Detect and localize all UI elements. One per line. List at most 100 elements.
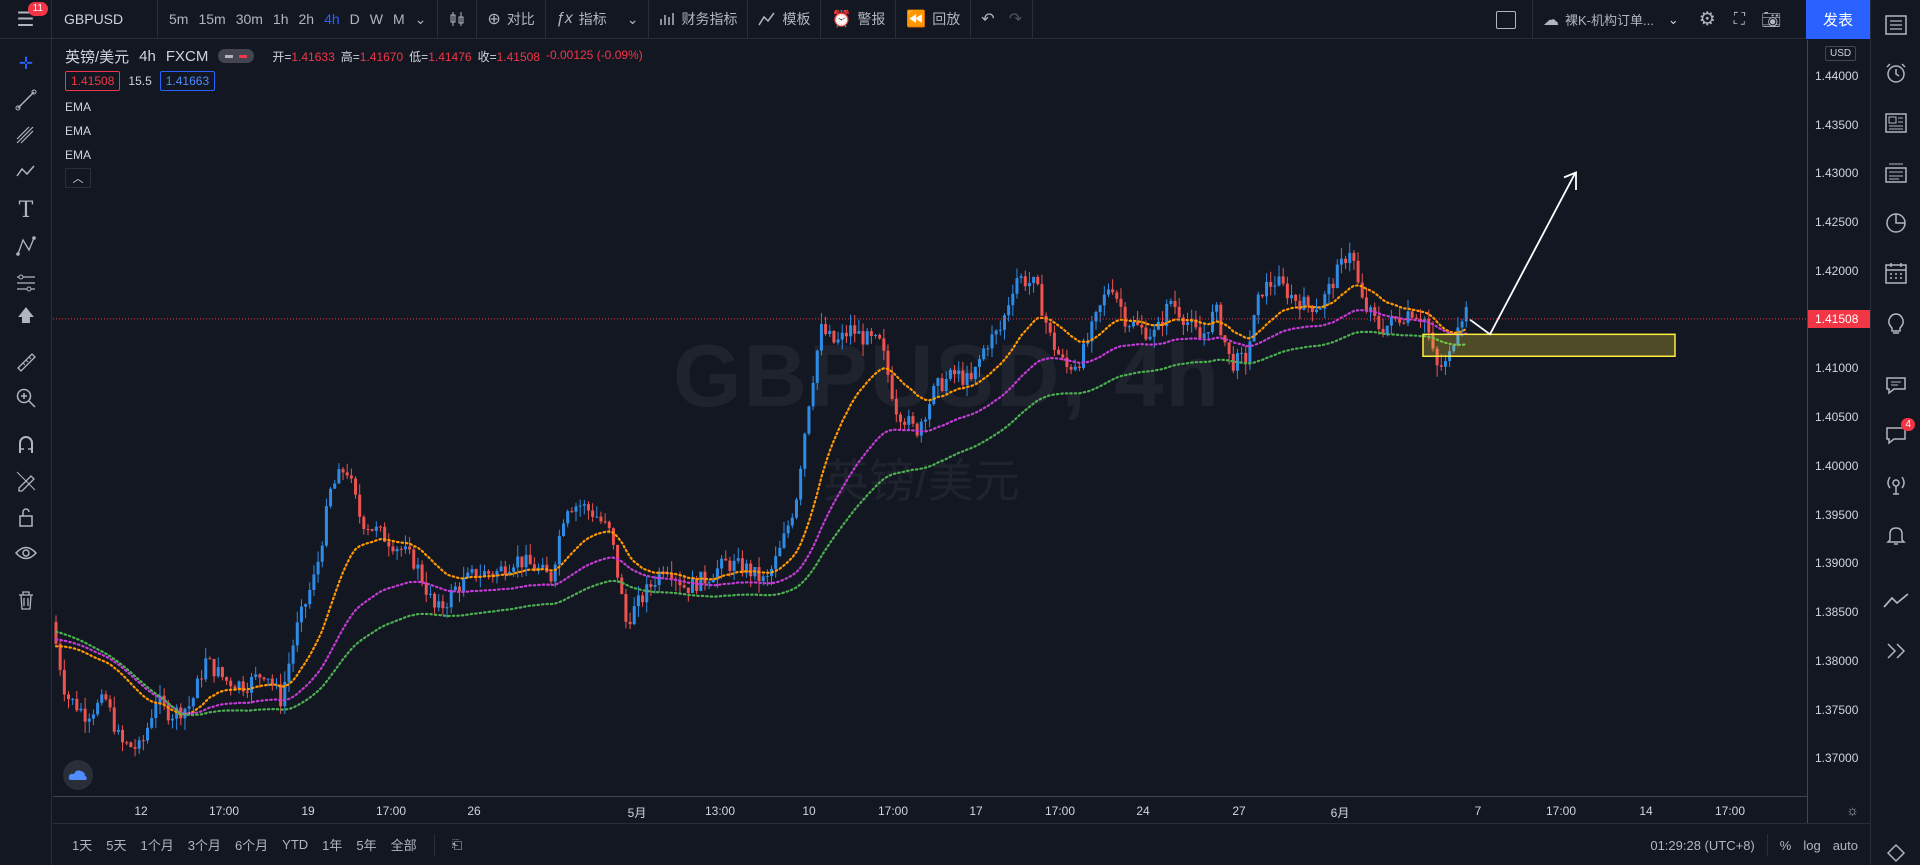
collapse-legend-button[interactable]: ︿ [65, 168, 91, 188]
candle-body [316, 561, 320, 575]
magnet-icon[interactable] [12, 431, 40, 459]
candle-body [699, 571, 703, 591]
range-1m[interactable]: 1个月 [140, 838, 174, 853]
currency-label[interactable]: USD [1825, 46, 1857, 61]
depth-icon[interactable] [1881, 636, 1911, 666]
watchlist-icon[interactable] [1881, 10, 1911, 40]
ruler-icon[interactable] [12, 348, 40, 376]
hotlist-icon[interactable] [1881, 208, 1911, 238]
range-ytd[interactable]: YTD [282, 837, 309, 852]
candle-body [1177, 306, 1181, 318]
trading-panel-icon[interactable] [1881, 586, 1911, 616]
candle-body [1165, 303, 1169, 327]
range-1y[interactable]: 1年 [322, 838, 343, 853]
timeframe-d[interactable]: D [349, 11, 360, 27]
layout-name: 裸K-机构订单... [1565, 13, 1654, 28]
candle-body [1082, 343, 1086, 368]
range-6m[interactable]: 6个月 [234, 838, 269, 853]
chart-pane[interactable]: GBPUSD, 4h 英镑/美元 英镑/美元 4h FXCM 开=1.41633… [53, 40, 1807, 823]
notification-bell-icon[interactable] [1881, 520, 1911, 550]
layout-square-icon[interactable] [1496, 10, 1516, 29]
camera-icon[interactable]: 📷︎ [1761, 11, 1782, 29]
candle-body [458, 586, 462, 592]
goto-date-icon[interactable]: ⎗ [451, 836, 463, 852]
settings-gear-icon[interactable]: ⚙ [1698, 9, 1716, 30]
timeframe-dropdown-icon[interactable]: ⌄ [414, 10, 427, 27]
candle-body [728, 560, 732, 571]
bid-price[interactable]: 1.41508 [65, 71, 121, 91]
timeframe-m[interactable]: M [393, 11, 405, 27]
trash-icon[interactable] [12, 586, 40, 614]
compare-button[interactable]: ⊕ 对比 [477, 0, 546, 39]
indicator-ema-3[interactable]: EMA [65, 148, 92, 162]
legend-title[interactable]: 英镑/美元 [65, 48, 130, 66]
range-3m[interactable]: 3个月 [187, 838, 221, 853]
measure-icon[interactable] [12, 268, 40, 296]
layout-selector[interactable]: ☁ 裸K-机构订单... ⌄ [1532, 0, 1689, 39]
lock-icon[interactable] [12, 503, 40, 531]
eye-icon[interactable] [12, 539, 40, 567]
auto-toggle[interactable]: auto [1832, 837, 1858, 853]
timeframe-5m[interactable]: 5m [169, 11, 189, 27]
range-5y[interactable]: 5年 [356, 838, 377, 853]
zoom-in-icon[interactable] [12, 384, 40, 412]
news-icon[interactable] [1881, 108, 1911, 138]
symbol-search[interactable]: GBPUSD [52, 0, 158, 39]
calendar-icon[interactable] [1881, 258, 1911, 288]
timeframe-w[interactable]: W [369, 11, 383, 27]
redo-icon[interactable]: ↷ [1008, 11, 1023, 28]
fib-tool-icon[interactable] [12, 122, 40, 150]
templates-button[interactable]: 模板 [748, 0, 822, 39]
candle-body [740, 558, 744, 574]
timeframe-15m[interactable]: 15m [198, 11, 226, 27]
timeframe-4h[interactable]: 4h [324, 11, 340, 27]
price-tick-label: 1.37500 [1815, 702, 1859, 717]
axis-settings-icon[interactable]: ☼ [1846, 802, 1859, 818]
visibility-toggle[interactable] [218, 49, 255, 63]
stay-drawing-icon[interactable] [12, 467, 40, 495]
ideas-icon[interactable] [1881, 308, 1911, 338]
undo-icon[interactable]: ↶ [981, 11, 995, 28]
candlestick-chart[interactable] [53, 40, 1807, 796]
timeframe-1h[interactable]: 1h [272, 11, 289, 27]
price-axis[interactable]: USD 1.44000 1.43500 1.43000 1.42500 1.42000 1… [1807, 40, 1871, 823]
timeframe-30m[interactable]: 30m [235, 11, 263, 27]
candle-body [1152, 329, 1156, 337]
candle-body [911, 416, 915, 424]
fullscreen-icon[interactable]: ⛶ [1733, 10, 1745, 28]
indicator-ema-2[interactable]: EMA [65, 124, 92, 138]
chart-type-button[interactable] [438, 0, 478, 39]
prediction-icon[interactable] [12, 232, 40, 260]
clock[interactable]: 01:29:28 (UTC+8) [1650, 837, 1755, 853]
log-toggle[interactable]: log [1803, 837, 1821, 853]
arrow-up-icon[interactable]: 🡅 [17, 305, 35, 325]
indicator-ema-1[interactable]: EMA [65, 100, 92, 114]
broadcast-icon[interactable] [1881, 470, 1911, 500]
candle-body [312, 574, 316, 590]
ask-price[interactable]: 1.41663 [159, 71, 216, 91]
candle-body [1169, 300, 1173, 304]
streams-icon[interactable] [1881, 370, 1911, 400]
pattern-icon[interactable] [12, 158, 40, 186]
chat-icon[interactable]: 4 [1881, 418, 1915, 450]
menu-button[interactable]: ☰ 11 [0, 0, 52, 39]
crosshair-icon[interactable]: ✛ [18, 54, 34, 73]
alert-button[interactable]: ⏰ 警报 [821, 0, 897, 39]
timeframe-2h[interactable]: 2h [298, 11, 315, 27]
data-window-icon[interactable] [1881, 158, 1911, 188]
time-axis[interactable]: ☼ 12 17:00 19 17:00 26 5月 13:00 10 17:00 17 17:00 2… [53, 796, 1859, 823]
range-all[interactable]: 全部 [390, 838, 417, 853]
tradingview-logo-button[interactable] [63, 760, 93, 790]
candle-body [591, 510, 595, 517]
indicators-button[interactable]: ƒx 指标 ⌄ [546, 0, 650, 39]
trend-line-icon[interactable] [12, 86, 40, 114]
replay-button[interactable]: ⏪ 回放 [896, 0, 972, 39]
range-5d[interactable]: 5天 [106, 838, 127, 853]
publish-button[interactable]: 发表 [1806, 0, 1870, 39]
percent-toggle[interactable]: % [1779, 837, 1792, 853]
text-tool-icon[interactable]: T [18, 197, 34, 223]
range-1d[interactable]: 1天 [72, 838, 93, 853]
alarm-icon[interactable] [1881, 58, 1911, 88]
financials-button[interactable]: 财务指标 [649, 0, 749, 39]
expand-icon[interactable] [1881, 838, 1911, 865]
